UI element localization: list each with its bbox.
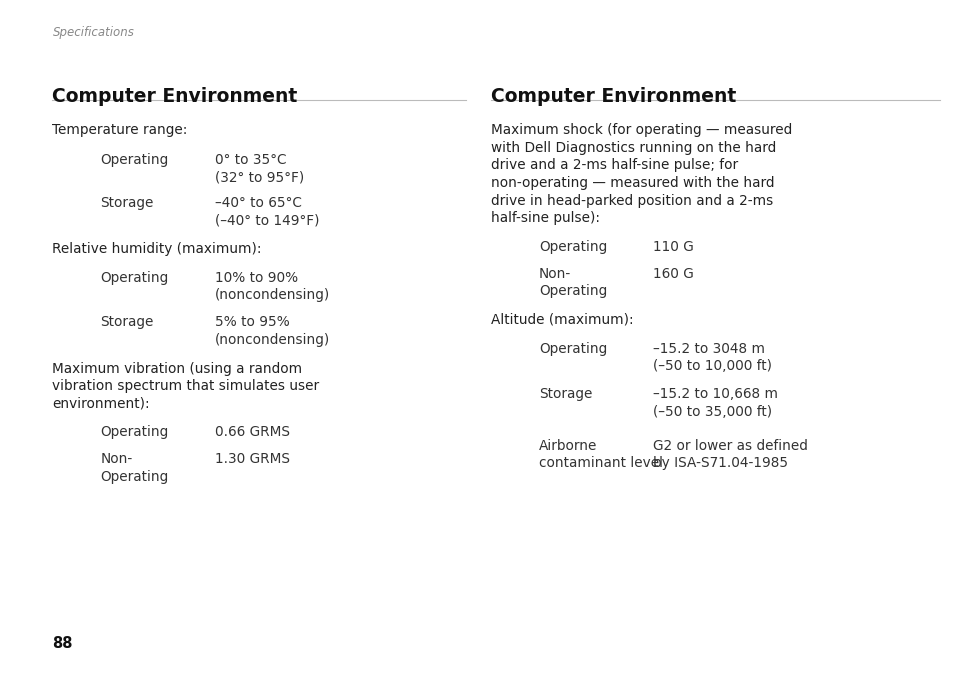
Text: –15.2 to 3048 m: –15.2 to 3048 m [653, 342, 764, 356]
Text: 1.30 GRMS: 1.30 GRMS [214, 452, 290, 466]
Text: with Dell Diagnostics running on the hard: with Dell Diagnostics running on the har… [491, 141, 776, 155]
Text: non-operating — measured with the hard: non-operating — measured with the hard [491, 176, 774, 190]
Text: contaminant level: contaminant level [538, 456, 662, 471]
Text: Operating: Operating [100, 153, 169, 167]
Text: Relative humidity (maximum):: Relative humidity (maximum): [52, 242, 262, 256]
Text: Non-: Non- [100, 452, 132, 466]
Text: 88: 88 [52, 636, 72, 651]
Text: 0° to 35°C: 0° to 35°C [214, 153, 286, 167]
Text: Operating: Operating [100, 271, 169, 285]
Text: Operating: Operating [100, 425, 169, 439]
Text: Operating: Operating [538, 342, 607, 356]
Text: Computer Environment: Computer Environment [52, 87, 297, 106]
Text: Airborne: Airborne [538, 439, 597, 453]
Text: 160 G: 160 G [653, 267, 694, 281]
Text: by ISA-S71.04-1985: by ISA-S71.04-1985 [653, 456, 788, 471]
Text: Storage: Storage [538, 387, 592, 401]
Text: (noncondensing): (noncondensing) [214, 288, 330, 303]
Text: Operating: Operating [100, 470, 169, 484]
Text: Altitude (maximum):: Altitude (maximum): [491, 313, 634, 327]
Text: Storage: Storage [100, 196, 153, 211]
Text: drive in head-parked position and a 2-ms: drive in head-parked position and a 2-ms [491, 194, 773, 208]
Text: Operating: Operating [538, 240, 607, 254]
Text: Non-: Non- [538, 267, 571, 281]
Text: (noncondensing): (noncondensing) [214, 333, 330, 347]
Text: (–50 to 10,000 ft): (–50 to 10,000 ft) [653, 359, 772, 374]
Text: drive and a 2-ms half-sine pulse; for: drive and a 2-ms half-sine pulse; for [491, 158, 738, 173]
Text: 0.66 GRMS: 0.66 GRMS [214, 425, 290, 439]
Text: vibration spectrum that simulates user: vibration spectrum that simulates user [52, 379, 319, 393]
Text: 10% to 90%: 10% to 90% [214, 271, 297, 285]
Text: 5% to 95%: 5% to 95% [214, 315, 289, 330]
Text: (–50 to 35,000 ft): (–50 to 35,000 ft) [653, 405, 772, 419]
Text: Temperature range:: Temperature range: [52, 123, 188, 137]
Text: Maximum shock (for operating — measured: Maximum shock (for operating — measured [491, 123, 792, 137]
Text: Specifications: Specifications [52, 26, 134, 39]
Text: Storage: Storage [100, 315, 153, 330]
Text: Operating: Operating [538, 284, 607, 299]
Text: –40° to 65°C: –40° to 65°C [214, 196, 301, 211]
Text: (32° to 95°F): (32° to 95°F) [214, 171, 304, 185]
Text: G2 or lower as defined: G2 or lower as defined [653, 439, 807, 453]
Text: Computer Environment: Computer Environment [491, 87, 736, 106]
Text: half-sine pulse):: half-sine pulse): [491, 211, 599, 225]
Text: (–40° to 149°F): (–40° to 149°F) [214, 214, 319, 228]
Text: –15.2 to 10,668 m: –15.2 to 10,668 m [653, 387, 778, 401]
Text: environment):: environment): [52, 397, 150, 411]
Text: Maximum vibration (using a random: Maximum vibration (using a random [52, 362, 302, 376]
Text: 110 G: 110 G [653, 240, 694, 254]
